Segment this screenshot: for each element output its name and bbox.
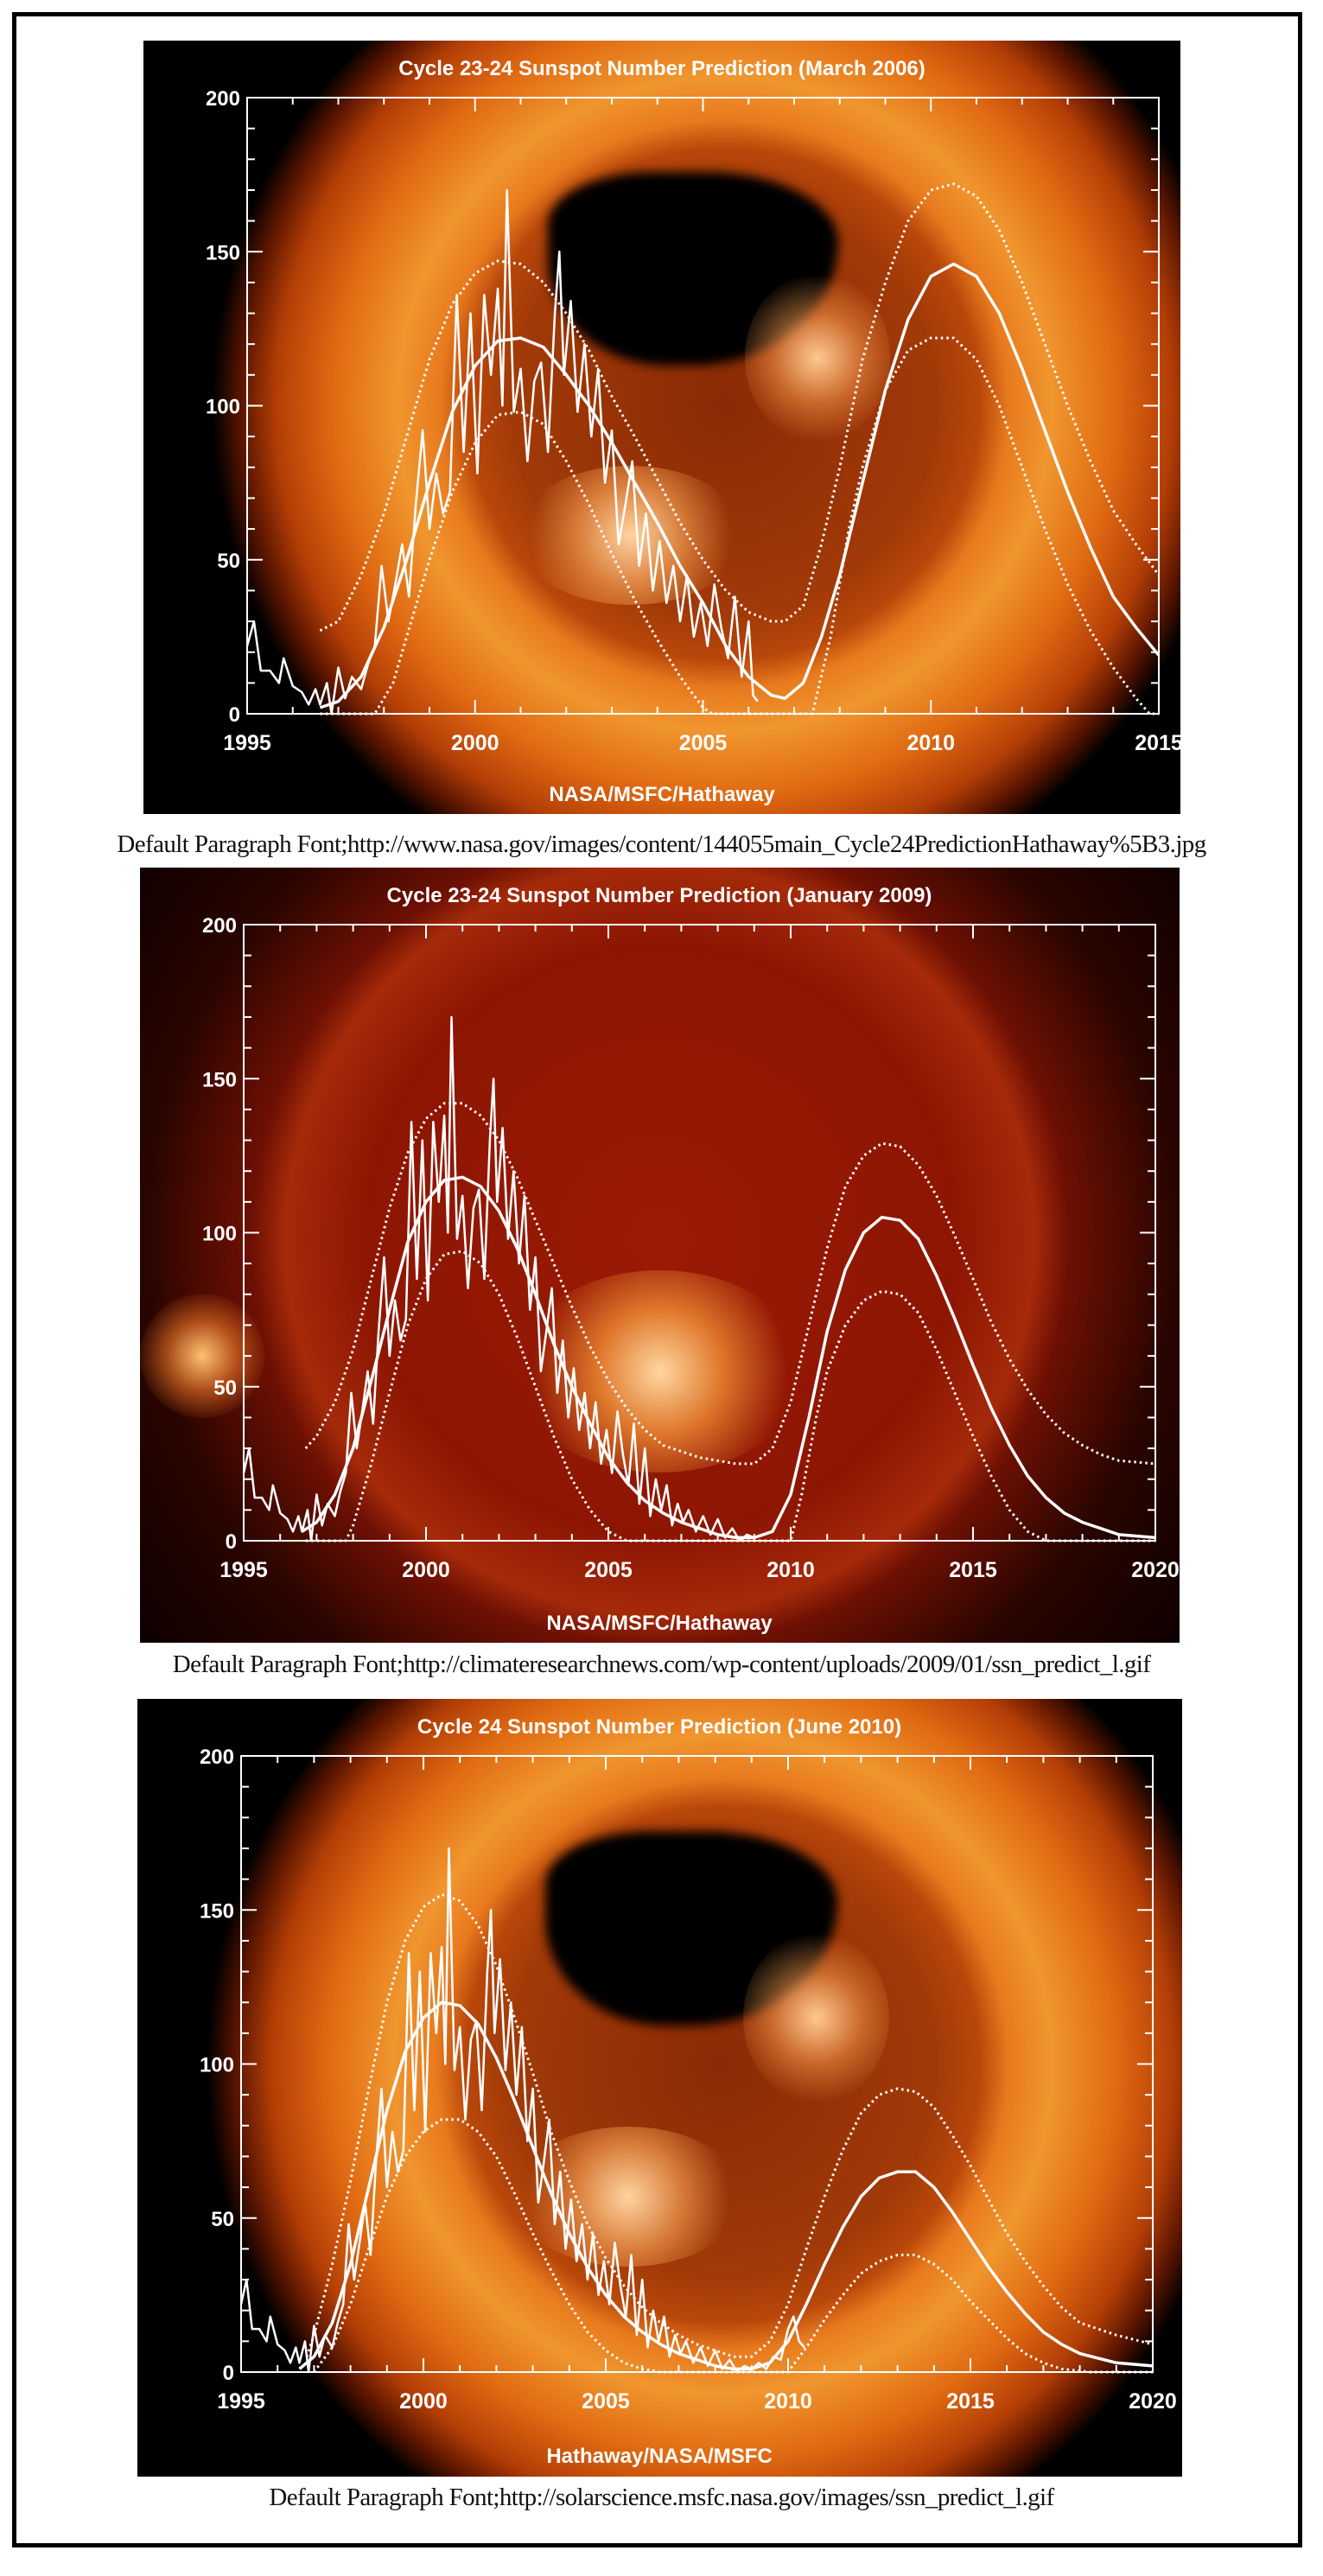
series-observed-line <box>239 1847 805 2374</box>
series-predicted-mean-line <box>298 2000 1154 2371</box>
sunspot-chart-june-2010: Cycle 24 Sunspot Number Prediction (June… <box>137 1699 1182 2477</box>
x-tick-label: 2000 <box>399 2389 448 2414</box>
y-tick-label: 150 <box>202 1068 237 1091</box>
series-observed-line <box>245 188 759 716</box>
sun-xray-background <box>143 41 1180 814</box>
x-tick-label: 2005 <box>582 2389 630 2414</box>
y-tick-label: 100 <box>202 1223 237 1246</box>
figure-caption: Default Paragraph Font;http://www.nasa.g… <box>117 830 1206 858</box>
chart-title: Cycle 23-24 Sunspot Number Prediction (M… <box>398 57 925 80</box>
x-tick-label: 2020 <box>1129 2389 1177 2414</box>
x-tick-label: 2000 <box>402 1558 450 1582</box>
x-tick-label: 2015 <box>949 1558 997 1582</box>
x-tick-label: 2000 <box>451 731 499 755</box>
x-tick-label: 2010 <box>906 731 955 755</box>
y-tick-label: 50 <box>211 2208 234 2231</box>
sunspot-chart-march-2006: Cycle 23-24 Sunspot Number Prediction (M… <box>143 41 1180 814</box>
series-observed-line <box>242 1015 755 1542</box>
chart-credit: Hathaway/NASA/MSFC <box>546 2445 772 2468</box>
y-tick-label: 200 <box>202 914 237 938</box>
chart-svg: Cycle 24 Sunspot Number Prediction (June… <box>200 1715 1177 2468</box>
chart-credit: NASA/MSFC/Hathaway <box>546 1612 773 1635</box>
plot-frame <box>240 1755 1154 2373</box>
y-tick-label: 100 <box>206 396 240 419</box>
plot-frame <box>243 924 1156 1542</box>
page-border <box>12 12 1302 2547</box>
x-tick-label: 1995 <box>219 1558 268 1582</box>
x-tick-label: 2010 <box>764 2389 812 2414</box>
series-predicted-upper-line <box>304 1102 1156 1466</box>
x-tick-label: 1995 <box>217 2389 265 2414</box>
chart-title: Cycle 24 Sunspot Number Prediction (June… <box>417 1715 901 1739</box>
y-tick-label: 150 <box>206 241 240 264</box>
sun-xray-background <box>140 868 1180 1643</box>
chart-svg: Cycle 23-24 Sunspot Number Prediction (M… <box>206 57 1180 806</box>
x-tick-label: 2015 <box>1135 731 1180 755</box>
y-tick-label: 200 <box>200 1746 234 1769</box>
y-tick-label: 100 <box>200 2054 234 2077</box>
y-tick-label: 0 <box>226 1530 237 1554</box>
series-predicted-lower-line <box>313 2118 1153 2374</box>
y-tick-label: 0 <box>223 2362 234 2385</box>
x-tick-label: 2015 <box>946 2389 995 2414</box>
series-predicted-upper-line <box>319 182 1161 633</box>
chart-title: Cycle 23-24 Sunspot Number Prediction (J… <box>387 884 932 907</box>
series-predicted-lower-line <box>305 1250 1155 1542</box>
x-tick-label: 2005 <box>679 731 728 755</box>
x-tick-label: 2020 <box>1131 1558 1180 1582</box>
series-predicted-upper-line <box>305 1892 1154 2358</box>
y-tick-label: 0 <box>229 703 240 727</box>
figure-caption: Default Paragraph Font;http://solarscien… <box>269 2484 1054 2511</box>
y-tick-label: 200 <box>206 87 240 111</box>
series-predicted-mean-line <box>319 262 1161 709</box>
chart-credit: NASA/MSFC/Hathaway <box>549 783 775 806</box>
y-tick-label: 50 <box>217 550 240 573</box>
sunspot-chart-january-2009: Cycle 23-24 Sunspot Number Prediction (J… <box>140 868 1180 1643</box>
x-tick-label: 1995 <box>223 731 271 755</box>
x-tick-label: 2005 <box>584 1558 633 1582</box>
x-tick-label: 2010 <box>766 1558 815 1582</box>
y-tick-label: 150 <box>200 1899 234 1923</box>
chart-svg: Cycle 23-24 Sunspot Number Prediction (J… <box>202 884 1180 1635</box>
y-tick-label: 50 <box>213 1377 237 1400</box>
figure-caption: Default Paragraph Font;http://climateres… <box>172 1651 1151 1678</box>
series-predicted-lower-line <box>320 336 1159 716</box>
series-predicted-mean-line <box>301 1175 1156 1540</box>
